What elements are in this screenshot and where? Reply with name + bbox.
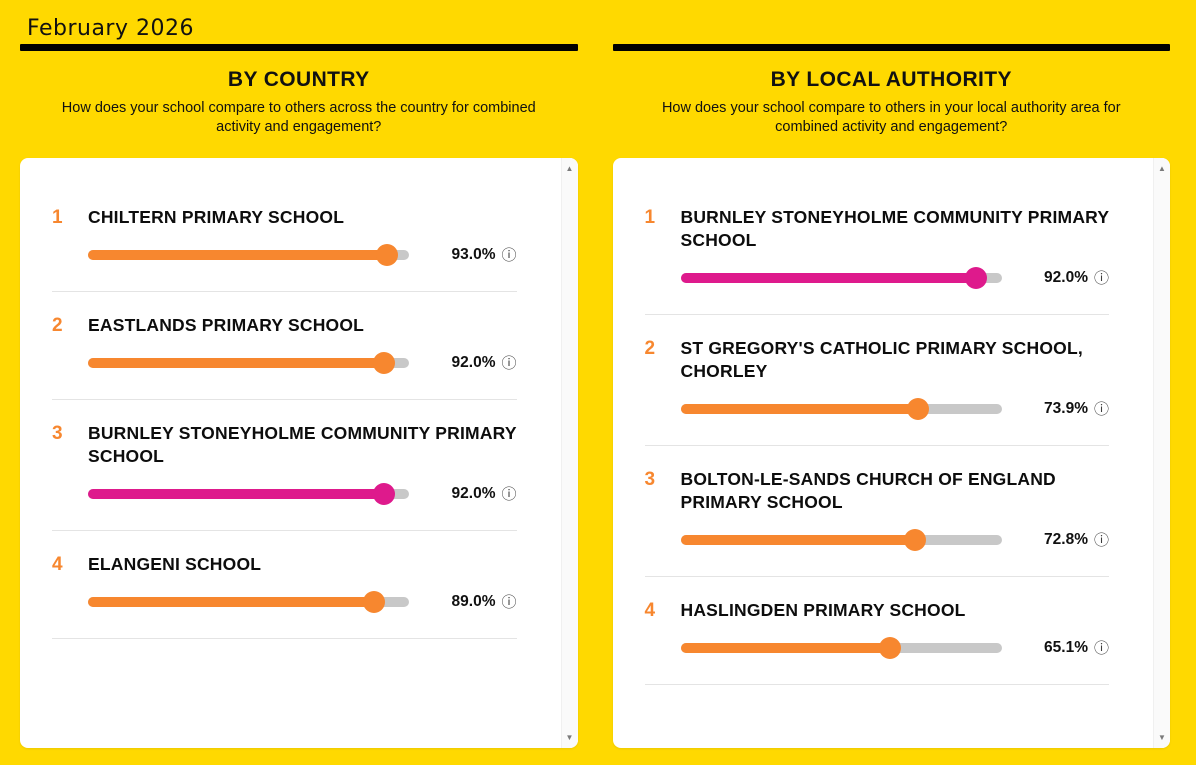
scrollbar[interactable]: ▲ ▼ xyxy=(1153,158,1170,748)
progress-track xyxy=(88,591,410,613)
school-name: BURNLEY STONEYHOLME COMMUNITY PRIMARY SC… xyxy=(680,207,1109,250)
scroll-down-icon[interactable]: ▼ xyxy=(1158,733,1166,742)
progress-track xyxy=(88,352,410,374)
rank-number: 3 xyxy=(52,423,63,444)
panel-subtitle-by-country: How does your school compare to others a… xyxy=(61,100,536,135)
slider-knob[interactable] xyxy=(363,591,386,613)
info-icon[interactable]: ⓘ xyxy=(501,485,517,503)
school-row: 1 CHILTERN PRIMARY SCHOOL 93.0% ⓘ xyxy=(52,184,517,292)
school-row: 2 EASTLANDS PRIMARY SCHOOL 92.0% ⓘ xyxy=(52,292,517,400)
progress-track xyxy=(680,637,1002,659)
progress-fill xyxy=(88,597,375,607)
info-icon[interactable]: ⓘ xyxy=(501,246,517,264)
rank-number: 4 xyxy=(644,600,656,621)
slider-knob[interactable] xyxy=(372,483,395,505)
progress-fill xyxy=(680,535,915,545)
progress-fill xyxy=(88,250,387,260)
panel-heading-by-country: BY COUNTRY xyxy=(227,68,370,91)
school-name: EASTLANDS PRIMARY SCHOOL xyxy=(88,315,365,335)
slider-knob[interactable] xyxy=(372,352,395,374)
progress-track xyxy=(88,244,410,266)
school-row: 2 ST GREGORY'S CATHOLIC PRIMARY SCHOOL, … xyxy=(644,315,1109,446)
score-value: 65.1% xyxy=(1044,639,1088,656)
progress-fill xyxy=(680,643,890,653)
progress-fill xyxy=(680,273,977,283)
score-value: 92.0% xyxy=(451,485,496,502)
column-by-country: February 2026 BY COUNTRY How does your s… xyxy=(20,16,578,765)
school-row: 4 HASLINGDEN PRIMARY SCHOOL 65.1% ⓘ xyxy=(644,577,1109,685)
rank-number: 4 xyxy=(52,554,63,575)
rank-number: 2 xyxy=(52,315,63,336)
rank-number: 1 xyxy=(52,207,63,228)
progress-track xyxy=(680,398,1002,420)
month-title: February 2026 xyxy=(27,16,194,41)
school-name: ELANGENI SCHOOL xyxy=(88,554,262,574)
info-icon[interactable]: ⓘ xyxy=(1093,639,1109,657)
score-value: 73.9% xyxy=(1044,400,1088,417)
slider-knob[interactable] xyxy=(878,637,901,659)
school-row-highlighted: 1 BURNLEY STONEYHOLME COMMUNITY PRIMARY … xyxy=(644,184,1109,315)
ranking-card-by-country: 1 CHILTERN PRIMARY SCHOOL 93.0% ⓘ xyxy=(20,158,578,748)
school-row: 3 BOLTON-LE-SANDS CHURCH OF ENGLAND PRIM… xyxy=(644,446,1109,577)
progress-track xyxy=(88,483,410,505)
rank-number: 1 xyxy=(644,207,656,228)
scroll-up-icon[interactable]: ▲ xyxy=(1158,164,1166,173)
slider-knob[interactable] xyxy=(965,267,988,289)
rank-number: 2 xyxy=(644,338,656,359)
progress-fill xyxy=(680,404,919,414)
progress-fill xyxy=(88,358,384,368)
header-rule-left xyxy=(20,44,578,51)
school-name: BOLTON-LE-SANDS CHURCH OF ENGLAND PRIMAR… xyxy=(680,469,1056,512)
scrollbar[interactable]: ▲ ▼ xyxy=(560,158,578,748)
progress-track xyxy=(680,529,1002,551)
column-by-local-authority: BY LOCAL AUTHORITY How does your school … xyxy=(612,16,1171,765)
slider-knob[interactable] xyxy=(903,529,926,551)
slider-knob[interactable] xyxy=(375,244,398,266)
info-icon[interactable]: ⓘ xyxy=(501,354,517,372)
school-name: HASLINGDEN PRIMARY SCHOOL xyxy=(680,600,966,620)
info-icon[interactable]: ⓘ xyxy=(1093,269,1109,287)
school-row-highlighted: 3 BURNLEY STONEYHOLME COMMUNITY PRIMARY … xyxy=(52,400,517,531)
rank-number: 3 xyxy=(644,469,656,490)
slider-knob[interactable] xyxy=(907,398,930,420)
school-list: 1 CHILTERN PRIMARY SCHOOL 93.0% ⓘ xyxy=(20,158,561,748)
school-list: 1 BURNLEY STONEYHOLME COMMUNITY PRIMARY … xyxy=(613,158,1154,748)
scroll-up-icon[interactable]: ▲ xyxy=(565,164,574,173)
school-name: CHILTERN PRIMARY SCHOOL xyxy=(88,207,345,227)
score-value: 72.8% xyxy=(1044,531,1088,548)
panel-subtitle-by-local-authority: How does your school compare to others i… xyxy=(661,100,1121,135)
school-row: 4 ELANGENI SCHOOL 89.0% ⓘ xyxy=(52,531,517,639)
month-title-slot: February 2026 xyxy=(20,16,578,44)
score-value: 89.0% xyxy=(451,593,496,610)
school-name: ST GREGORY'S CATHOLIC PRIMARY SCHOOL, CH… xyxy=(680,338,1083,381)
header-rule-right xyxy=(612,44,1170,51)
info-icon[interactable]: ⓘ xyxy=(1093,531,1109,549)
score-value: 92.0% xyxy=(1044,269,1088,286)
panel-heading-by-local-authority: BY LOCAL AUTHORITY xyxy=(770,68,1012,91)
scroll-down-icon[interactable]: ▼ xyxy=(565,733,574,742)
progress-track xyxy=(680,267,1002,289)
info-icon[interactable]: ⓘ xyxy=(501,593,517,611)
progress-fill xyxy=(88,489,384,499)
info-icon[interactable]: ⓘ xyxy=(1093,400,1109,418)
score-value: 92.0% xyxy=(451,354,496,371)
ranking-card-by-local-authority: 1 BURNLEY STONEYHOLME COMMUNITY PRIMARY … xyxy=(612,158,1170,748)
title-spacer xyxy=(613,16,1171,44)
score-value: 93.0% xyxy=(451,246,496,263)
school-name: BURNLEY STONEYHOLME COMMUNITY PRIMARY SC… xyxy=(88,423,517,466)
